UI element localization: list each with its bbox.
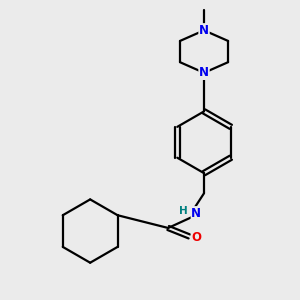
Text: N: N bbox=[199, 24, 209, 37]
Text: H: H bbox=[179, 206, 188, 216]
Text: N: N bbox=[191, 207, 201, 220]
Text: N: N bbox=[199, 66, 209, 79]
Text: O: O bbox=[191, 231, 201, 244]
